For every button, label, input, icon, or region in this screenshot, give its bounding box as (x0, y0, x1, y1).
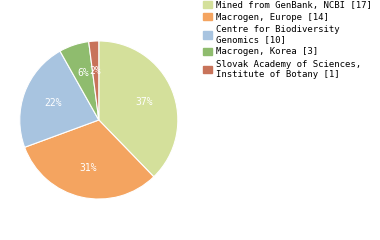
Wedge shape (99, 41, 178, 177)
Text: 2%: 2% (90, 66, 101, 76)
Wedge shape (25, 120, 154, 199)
Wedge shape (60, 42, 99, 120)
Wedge shape (89, 41, 99, 120)
Text: 31%: 31% (79, 163, 97, 173)
Text: 6%: 6% (78, 68, 89, 78)
Legend: Mined from GenBank, NCBI [17], Macrogen, Europe [14], Centre for Biodiversity
Ge: Mined from GenBank, NCBI [17], Macrogen,… (202, 0, 372, 80)
Text: 37%: 37% (135, 97, 153, 107)
Text: 22%: 22% (44, 98, 62, 108)
Wedge shape (20, 51, 99, 147)
